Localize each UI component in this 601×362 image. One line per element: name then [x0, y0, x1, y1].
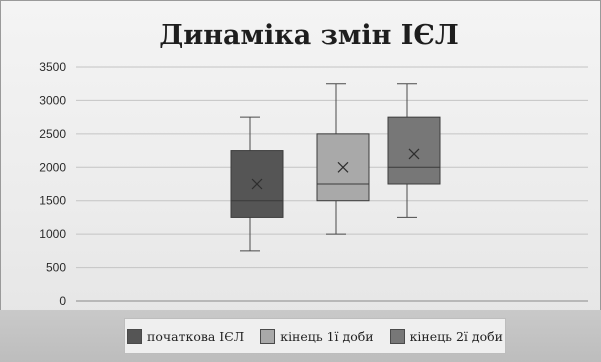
y-tick-label: 500 [46, 261, 66, 275]
y-tick-label: 2500 [39, 127, 66, 141]
box-body [387, 116, 441, 185]
y-tick-label: 2000 [39, 160, 66, 174]
y-tick-label: 3500 [39, 60, 66, 74]
y-tick-label: 0 [59, 294, 66, 308]
legend-label: кінець 1ї доби [280, 328, 374, 344]
legend-label: кінець 2ї доби [409, 328, 503, 344]
y-tick-label: 1000 [39, 227, 66, 241]
box-2 [316, 83, 370, 235]
legend-item: кінець 2ї доби [389, 328, 503, 344]
legend-swatch [389, 328, 405, 344]
mean-marker [408, 148, 420, 160]
y-tick-label: 1500 [39, 194, 66, 208]
y-tick-label: 3000 [39, 93, 66, 107]
y-axis-ticks: 0 500 1000 1500 2000 2500 3000 3500 [39, 60, 66, 308]
mean-marker [337, 161, 349, 173]
box-series [230, 83, 441, 252]
legend-swatch [127, 328, 143, 344]
box-1 [230, 116, 284, 252]
legend-item: кінець 1ї доби [260, 328, 374, 344]
box-3 [387, 83, 441, 218]
chart-title: Динаміка змін ІЄЛ [159, 20, 458, 51]
legend-item: початкова ІЄЛ [127, 328, 245, 344]
legend-swatch [260, 328, 276, 344]
mean-marker [251, 178, 263, 190]
legend-label: початкова ІЄЛ [147, 328, 245, 344]
legend: початкова ІЄЛ кінець 1ї доби кінець 2ї доб… [124, 318, 506, 354]
